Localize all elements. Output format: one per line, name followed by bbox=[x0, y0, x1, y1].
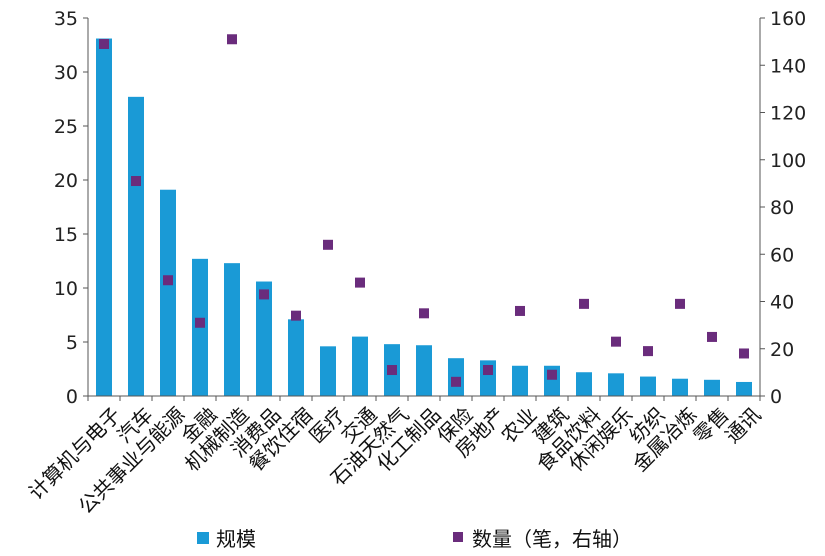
right-tick-label: 80 bbox=[770, 197, 794, 219]
bar bbox=[128, 96, 144, 396]
bar bbox=[352, 336, 368, 396]
left-tick-label: 0 bbox=[66, 386, 78, 408]
left-tick-label: 35 bbox=[54, 8, 78, 30]
bar bbox=[320, 346, 336, 396]
bar bbox=[96, 38, 112, 397]
left-tick-label: 15 bbox=[54, 224, 78, 246]
scatter-point bbox=[579, 298, 589, 309]
category-label: 通讯 bbox=[720, 403, 765, 448]
bar bbox=[704, 379, 720, 396]
scatter-point bbox=[355, 277, 365, 288]
scatter-point bbox=[547, 369, 557, 380]
scatter-point bbox=[387, 365, 397, 376]
scatter-point bbox=[451, 376, 461, 387]
right-tick-label: 20 bbox=[770, 339, 794, 361]
scatter-point bbox=[227, 34, 237, 45]
right-tick-label: 160 bbox=[770, 8, 806, 30]
scatter-point bbox=[259, 289, 269, 300]
left-tick-label: 5 bbox=[66, 332, 78, 354]
scatter-point bbox=[675, 298, 685, 309]
scatter-point bbox=[515, 305, 525, 316]
scatter-point bbox=[99, 38, 109, 49]
legend-swatch-bar bbox=[197, 532, 209, 544]
bar bbox=[256, 281, 272, 396]
legend: 规模 数量（笔，右轴） bbox=[197, 527, 632, 551]
bar bbox=[416, 345, 432, 396]
scatter-point bbox=[195, 317, 205, 328]
scatter-series bbox=[99, 34, 749, 387]
right-y-axis: 0 20 40 60 80 100 120 140 160 bbox=[759, 8, 806, 408]
left-tick-label: 10 bbox=[54, 278, 78, 300]
legend-swatch-scatter bbox=[453, 532, 463, 542]
x-axis: 计算机与电子汽车公共事业与能源金融机械制造消费品餐饮住宿医疗交通石油天然气化工制… bbox=[24, 395, 766, 519]
legend-label-bar: 规模 bbox=[216, 527, 256, 551]
scatter-point bbox=[291, 310, 301, 321]
left-tick-label: 25 bbox=[54, 116, 78, 138]
bar bbox=[640, 376, 656, 396]
right-tick-label: 140 bbox=[770, 55, 806, 77]
right-tick-label: 40 bbox=[770, 292, 794, 314]
left-y-axis: 0 5 10 15 20 25 30 35 bbox=[54, 8, 89, 408]
bar bbox=[608, 373, 624, 396]
scatter-point bbox=[483, 365, 493, 376]
right-tick-label: 120 bbox=[770, 103, 806, 125]
scatter-point bbox=[163, 275, 173, 286]
bar-series bbox=[96, 38, 752, 397]
bar bbox=[512, 365, 528, 396]
scatter-point bbox=[419, 308, 429, 319]
scatter-point bbox=[131, 176, 141, 187]
bar bbox=[288, 319, 304, 396]
scatter-point bbox=[739, 348, 749, 359]
scatter-point bbox=[707, 331, 717, 342]
bar bbox=[160, 189, 176, 396]
scatter-point bbox=[611, 336, 621, 347]
right-tick-label: 0 bbox=[770, 386, 782, 408]
scatter-point bbox=[323, 239, 333, 250]
bar bbox=[736, 381, 752, 396]
left-tick-label: 20 bbox=[54, 170, 78, 192]
scatter-point bbox=[643, 346, 653, 357]
left-tick-label: 30 bbox=[54, 62, 78, 84]
bar bbox=[224, 263, 240, 396]
legend-label-scatter: 数量（笔，右轴） bbox=[472, 527, 632, 551]
right-tick-label: 100 bbox=[770, 150, 806, 172]
bar bbox=[672, 378, 688, 396]
right-tick-label: 60 bbox=[770, 244, 794, 266]
bar bbox=[576, 372, 592, 396]
